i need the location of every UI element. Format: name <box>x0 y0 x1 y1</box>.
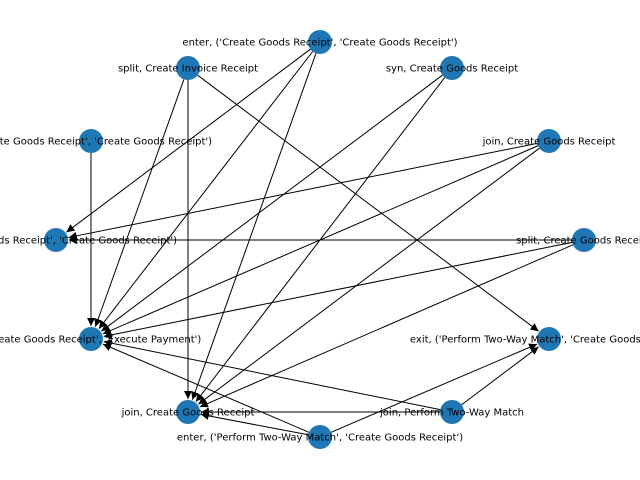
graph-node-n_syn_cgr <box>440 56 464 80</box>
graph-node-label-n_cgr_cgr_left: ('Create Goods Receipt', 'Create Goods R… <box>0 236 177 247</box>
graph-node-n_join_cgr_top <box>537 129 561 153</box>
graph-edge-n_join_ptwm-to-n_cgr_ep <box>103 339 441 411</box>
graph-edge-n_join_cgr_top-to-n_cgr_cgr_left <box>68 142 538 240</box>
graph-edge-n_enter_cgr-to-n_cgr_ep <box>98 51 314 330</box>
graph-node-n_join_ptwm <box>440 400 464 424</box>
graph-node-n_enter_cgr <box>308 30 332 54</box>
label-layer: enter, ('Create Goods Receipt', 'Create … <box>0 38 640 444</box>
graph-node-n_split_cir <box>176 56 200 80</box>
graph-node-n_cgr_cgr_left <box>44 228 68 252</box>
node-layer <box>44 30 596 449</box>
graph-edge-n_split_cgr-to-n_join_cgr_bottom <box>199 244 574 408</box>
graph-node-n_enter_ptwm <box>308 425 332 449</box>
graph-edge-n_split_cir-to-n_exit_ptwm <box>197 74 539 332</box>
graph-node-label-n_cgr_cgr_upper: ('Create Goods Receipt', 'Create Goods R… <box>0 137 212 148</box>
graph-node-label-n_cgr_ep: ('Create Goods Receipt', 'Execute Paymen… <box>0 335 201 346</box>
graph-node-label-n_join_cgr_top: join, Create Goods Receipt <box>482 137 616 148</box>
graph-node-label-n_enter_cgr: enter, ('Create Goods Receipt', 'Create … <box>182 38 457 49</box>
graph-edge-n_split_cir-to-n_cgr_ep <box>94 79 185 327</box>
graph-node-label-n_join_cgr_bottom: join, Create Goods Receipt <box>121 408 255 419</box>
graph-edge-n_enter_ptwm-to-n_join_cgr_bottom <box>200 411 309 436</box>
graph-edge-n_split_cgr-to-n_cgr_ep <box>103 241 573 339</box>
graph-node-label-n_syn_cgr: syn, Create Goods Receipt <box>386 64 518 75</box>
edge-layer <box>66 48 574 436</box>
graph-edge-n_enter_ptwm-to-n_exit_ptwm <box>330 343 538 433</box>
graph-edge-n_join_ptwm-to-n_exit_ptwm <box>461 346 539 406</box>
graph-node-n_join_cgr_bottom <box>176 400 200 424</box>
graph-node-label-n_enter_ptwm: enter, ('Perform Two-Way Match', 'Create… <box>177 433 463 444</box>
graph-edge-n_enter_cgr-to-n_join_cgr_bottom <box>191 53 317 400</box>
graph-edge-n_syn_cgr-to-n_cgr_ep <box>101 74 443 332</box>
graph-edge-n_enter_ptwm-to-n_cgr_ep <box>102 343 310 433</box>
graph-node-n_exit_ptwm <box>537 327 561 351</box>
graph-node-n_cgr_cgr_upper <box>79 129 103 153</box>
graph-edge-n_join_cgr_top-to-n_join_cgr_bottom <box>198 147 540 405</box>
graph-node-n_split_cgr <box>572 228 596 252</box>
graph-node-label-n_exit_ptwm: exit, ('Perform Two-Way Match', 'Create … <box>410 335 640 346</box>
graph-node-label-n_join_ptwm: join, Perform Two-Way Match <box>379 408 524 419</box>
graph-node-label-n_split_cgr: split, Create Goods Receipt <box>516 236 640 247</box>
graph-node-label-n_split_cir: split, Create Invoice Receipt <box>118 64 258 75</box>
graph-node-n_cgr_ep <box>79 327 103 351</box>
